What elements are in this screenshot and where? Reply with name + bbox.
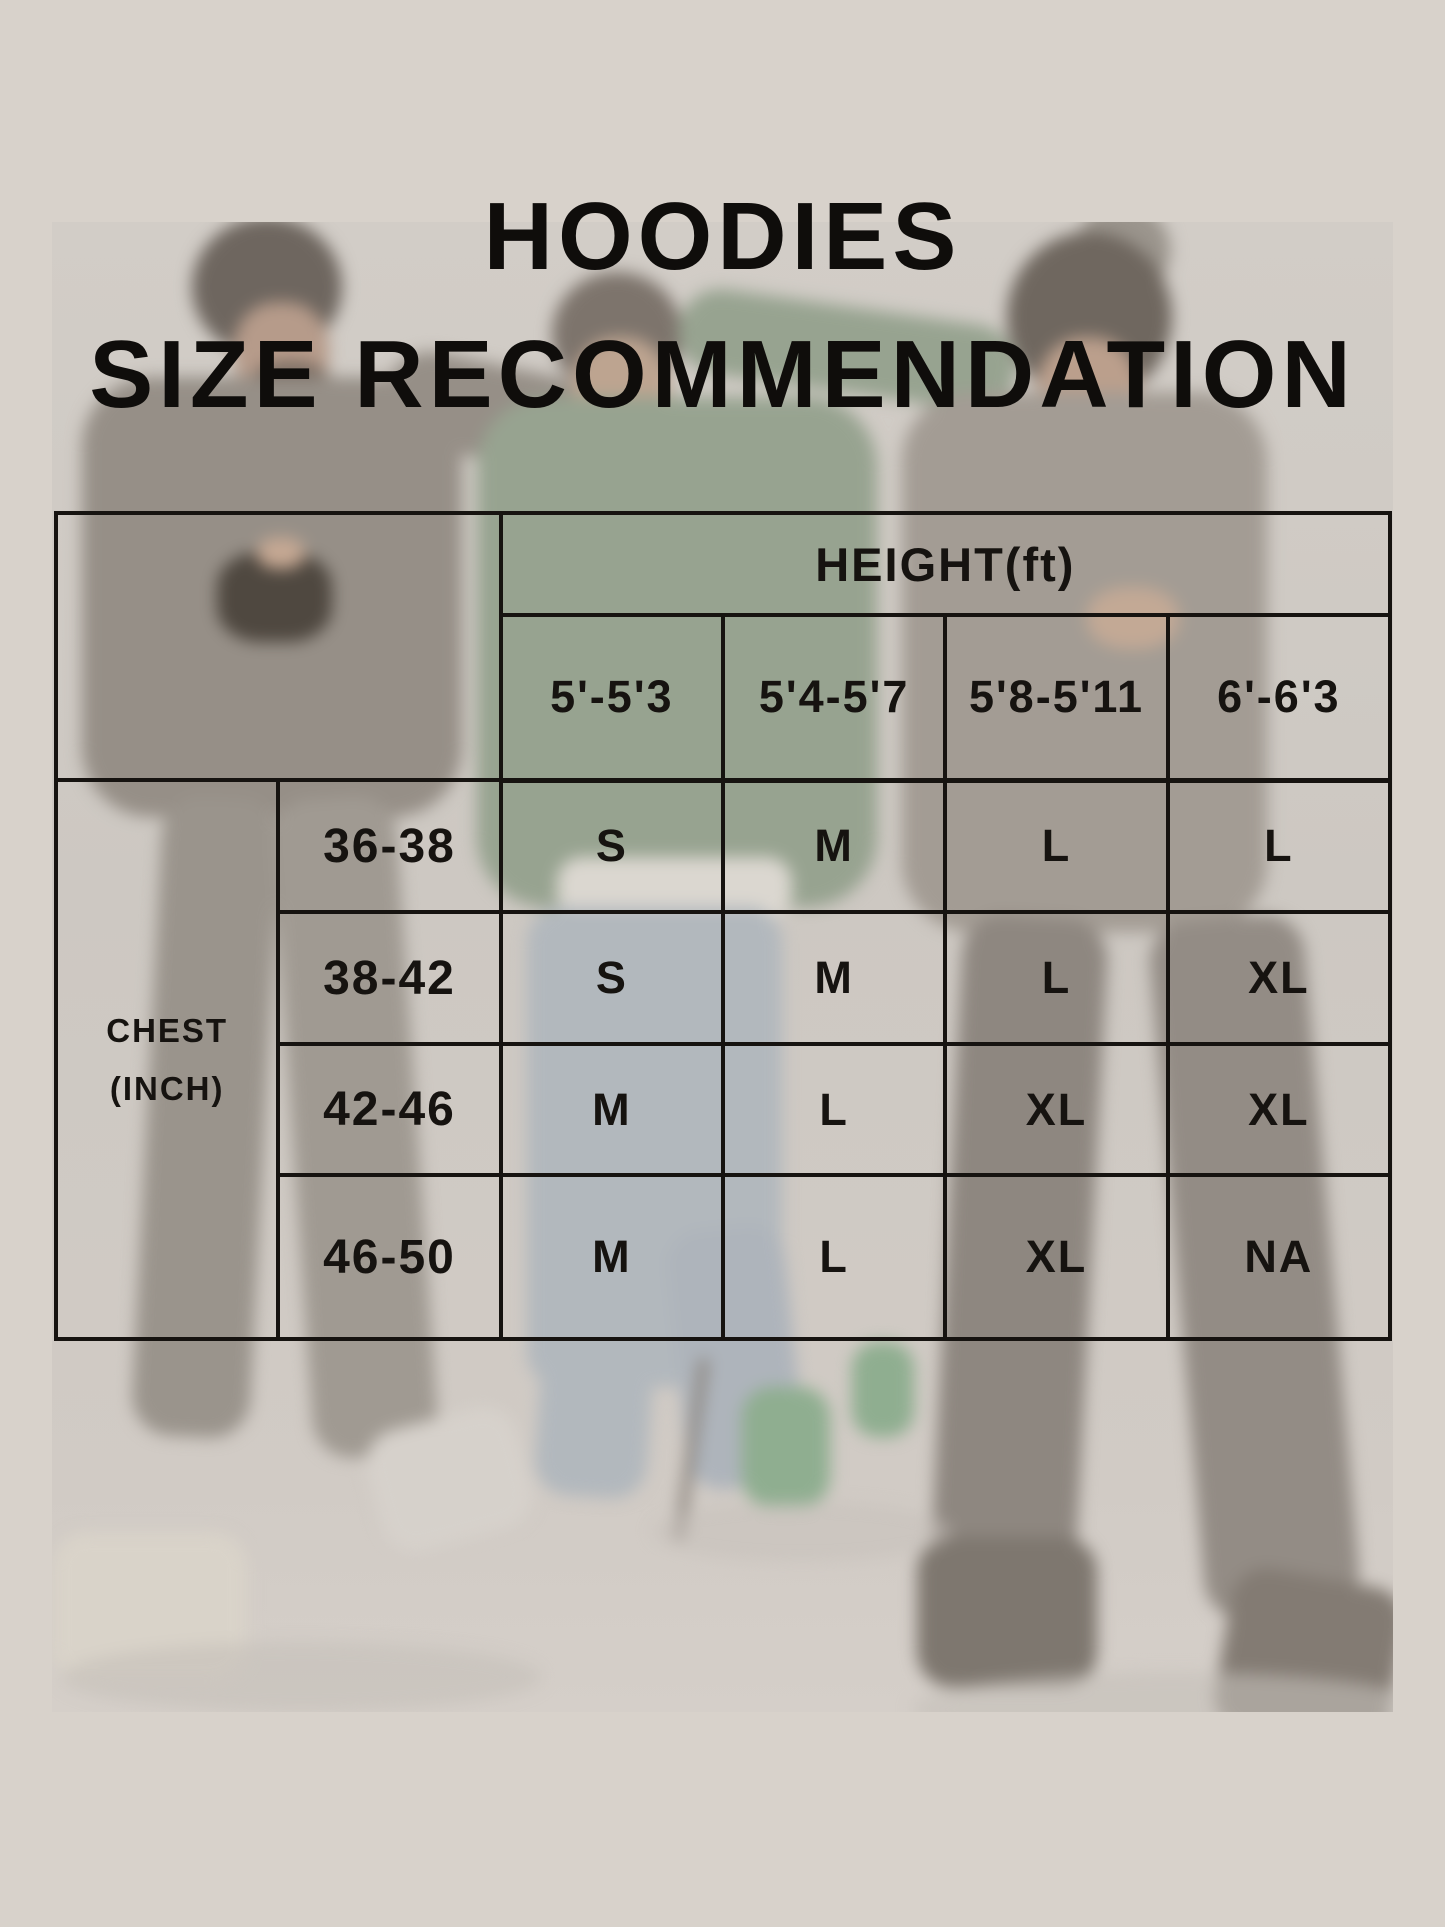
size-value: L [720, 1173, 948, 1341]
table-row: 42-46 M L XL XL [56, 1042, 1393, 1177]
size-value: S [498, 778, 725, 914]
table-row: CHEST (INCH) 36-38 S M L L [53, 778, 1393, 1341]
size-value: M [498, 1173, 725, 1341]
size-value: XL [1165, 910, 1393, 1046]
size-value: L [1165, 778, 1393, 914]
height-group-header: HEIGHT(ft) [498, 511, 1393, 617]
size-value: M [720, 778, 948, 914]
table-corner-cell [54, 511, 503, 782]
person-middle-green-shoe-back [852, 1342, 914, 1437]
table-row: 38-42 S M L XL [56, 910, 1393, 1046]
size-value: XL [943, 1173, 1170, 1341]
chest-range: 42-46 [276, 1042, 503, 1177]
size-value: L [720, 1042, 948, 1177]
size-value: XL [1165, 1042, 1393, 1177]
title-line-1: HOODIES [483, 183, 962, 290]
height-col-2: 5'4-5'7 [720, 613, 948, 783]
size-value: S [498, 910, 725, 1046]
size-value: L [943, 778, 1170, 914]
chest-group-header: CHEST (INCH) [53, 778, 281, 1341]
title-line-2: SIZE RECOMMENDATION [89, 321, 1356, 428]
size-value: M [720, 910, 948, 1046]
chest-range: 38-42 [276, 910, 503, 1046]
size-value: NA [1165, 1173, 1393, 1341]
floor-shadow-middle [652, 1502, 952, 1562]
page-title: HOODIES SIZE RECOMMENDATION [0, 168, 1445, 444]
chest-header-line-1: CHEST [106, 1011, 229, 1049]
person-middle-green-shoe-front [742, 1387, 830, 1507]
chest-header-line-2: (INCH) [109, 1069, 225, 1107]
table-row: 46-50 M L XL NA [56, 1173, 1393, 1341]
height-col-4: 6'-6'3 [1165, 613, 1393, 783]
person-right-boot-left [917, 1537, 1097, 1687]
chest-range: 36-38 [276, 778, 503, 914]
chest-range: 46-50 [276, 1173, 503, 1341]
size-value: XL [943, 1042, 1170, 1177]
height-col-1: 5'-5'3 [498, 613, 725, 783]
size-table: HEIGHT(ft) 5'-5'3 5'4-5'7 5'8-5'11 6'-6'… [53, 511, 1393, 1341]
size-value: L [943, 910, 1170, 1046]
height-col-3: 5'8-5'11 [943, 613, 1170, 783]
floor-shadow-left [62, 1642, 542, 1712]
size-value: M [498, 1042, 725, 1177]
